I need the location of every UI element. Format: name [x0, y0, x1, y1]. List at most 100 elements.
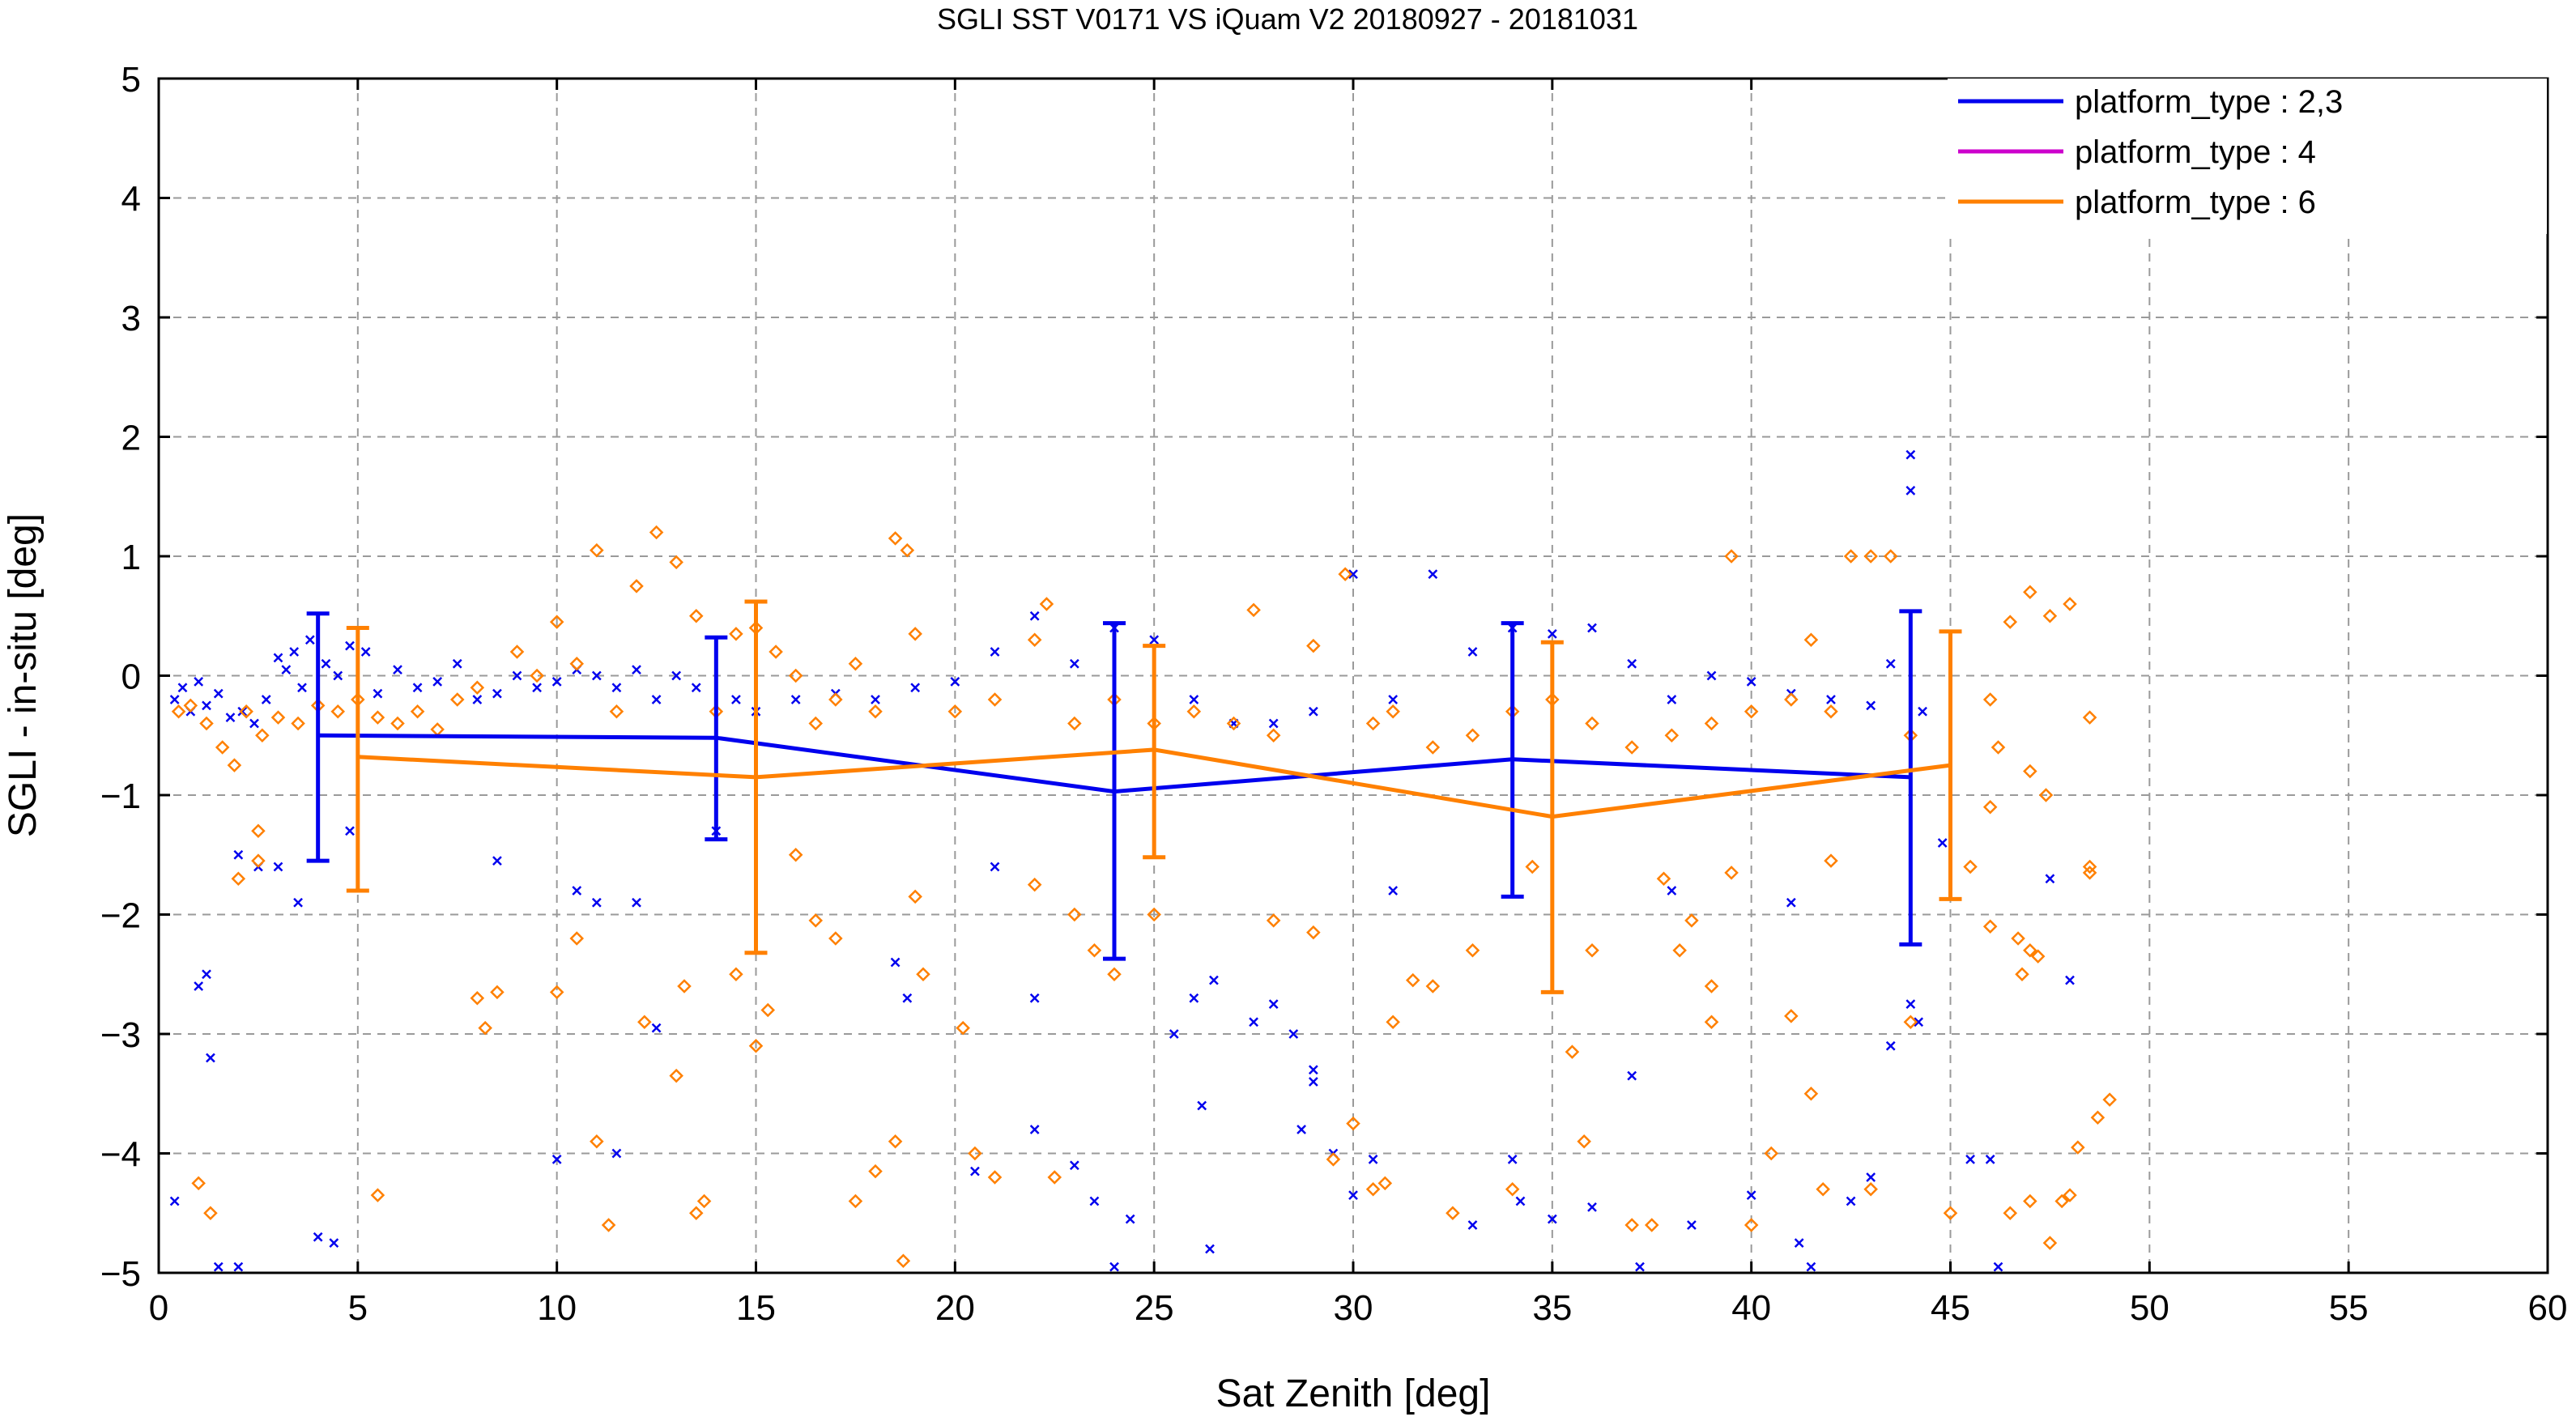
y-tick-label: 0 [121, 657, 141, 697]
data-point-x-marker [194, 676, 204, 687]
data-point-diamond-marker [1803, 632, 1819, 648]
data-point-x-marker [1627, 658, 1637, 669]
data-point-diamond-marker [291, 716, 305, 731]
data-point-x-marker [1885, 658, 1896, 669]
data-point-x-marker [329, 1238, 339, 1249]
data-point-diamond-marker [1226, 716, 1241, 731]
data-point-x-marker [393, 665, 402, 675]
x-tick-label: 25 [1135, 1288, 1174, 1328]
data-point-x-marker [1547, 628, 1557, 639]
data-point-x-marker [169, 1196, 180, 1206]
data-point-diamond-marker [199, 716, 214, 731]
data-point-x-marker [632, 665, 641, 675]
data-point-diamond-marker [1186, 704, 1202, 719]
data-point-x-marker [1308, 706, 1318, 717]
data-point-diamond-marker [1982, 919, 1998, 934]
data-point-x-marker [611, 683, 622, 693]
data-point-x-marker [512, 670, 522, 681]
data-point-x-marker [551, 676, 562, 687]
data-point-x-marker [289, 647, 300, 657]
y-tick-label: 3 [121, 299, 141, 338]
data-point-x-marker [194, 981, 204, 991]
data-point-diamond-marker [1704, 1015, 1719, 1030]
data-point-diamond-marker [1465, 728, 1480, 743]
data-point-x-marker [1467, 647, 1478, 657]
data-point-x-marker [1197, 1100, 1207, 1111]
data-point-x-marker [233, 849, 244, 860]
data-point-diamond-marker [1338, 567, 1352, 581]
y-tick-label: −3 [100, 1015, 141, 1055]
data-point-diamond-marker [1027, 877, 1042, 892]
data-point-x-marker [890, 957, 901, 968]
data-point-diamond-marker [2054, 1193, 2069, 1209]
data-point-diamond-marker [987, 692, 1003, 707]
data-point-diamond-marker [449, 692, 465, 707]
data-point-x-marker [1388, 886, 1399, 896]
data-point-x-marker [412, 683, 423, 693]
data-point-x-marker [1249, 1017, 1258, 1027]
data-point-x-marker [1866, 700, 1876, 711]
data-point-x-marker [1905, 485, 1916, 496]
data-point-diamond-marker [1824, 853, 1838, 868]
data-point-x-marker [1205, 1244, 1215, 1254]
data-point-x-marker [1918, 706, 1927, 717]
data-point-x-marker [1209, 975, 1219, 985]
data-point-x-marker [249, 718, 259, 729]
data-point-x-marker [1029, 1125, 1040, 1134]
data-point-diamond-marker [191, 1176, 206, 1191]
data-point-diamond-marker [2082, 710, 2097, 725]
data-point-diamond-marker [390, 716, 405, 731]
data-point-x-marker [2065, 975, 2075, 985]
data-point-diamond-marker [1744, 1218, 1759, 1232]
data-point-x-marker [1297, 1125, 1306, 1134]
data-point-diamond-marker [2023, 585, 2037, 600]
data-point-diamond-marker [729, 967, 743, 982]
data-point-x-marker [313, 1232, 323, 1242]
data-point-diamond-marker [370, 1188, 385, 1202]
data-point-x-marker [1746, 676, 1756, 687]
data-point-diamond-marker [2082, 866, 2097, 880]
data-point-diamond-marker [868, 1164, 883, 1179]
data-point-diamond-marker [2090, 1110, 2106, 1125]
data-point-diamond-marker [1704, 716, 1719, 731]
data-point-x-marker [452, 658, 462, 669]
data-point-diamond-marker [1027, 632, 1042, 648]
x-tick-label: 20 [935, 1288, 975, 1328]
x-tick-label: 55 [2329, 1288, 2369, 1328]
data-point-x-marker [910, 683, 921, 693]
data-point-diamond-marker [330, 704, 346, 719]
data-point-diamond-marker [1672, 942, 1687, 958]
data-point-x-marker [651, 695, 662, 704]
grid-layer [159, 79, 2548, 1273]
data-point-diamond-marker [590, 1134, 604, 1149]
data-point-diamond-marker [590, 542, 604, 558]
data-point-x-marker [237, 706, 248, 717]
data-point-diamond-marker [1365, 716, 1381, 731]
data-point-diamond-marker [1039, 597, 1054, 611]
data-point-diamond-marker [1577, 1134, 1591, 1149]
data-point-diamond-marker [669, 555, 683, 570]
data-point-diamond-marker [828, 931, 843, 946]
data-point-x-marker [1109, 1261, 1119, 1272]
data-point-diamond-marker [888, 531, 903, 546]
data-point-x-marker [1149, 635, 1160, 645]
data-point-diamond-marker [956, 1020, 970, 1036]
data-point-x-marker [273, 862, 283, 872]
data-point-diamond-marker [2063, 597, 2077, 611]
y-tick-label: −1 [100, 776, 141, 816]
data-point-x-marker [1786, 897, 1796, 908]
data-point-diamond-marker [1991, 740, 2006, 755]
data-point-diamond-marker [1843, 549, 1859, 564]
data-point-diamond-marker [410, 704, 425, 719]
x-axis-label: Sat Zenith [deg] [1216, 1372, 1491, 1415]
data-point-diamond-marker [1087, 942, 1102, 958]
data-point-diamond-marker [1803, 1086, 1819, 1101]
data-point-diamond-marker [1644, 1218, 1659, 1232]
data-point-diamond-marker [1724, 866, 1739, 880]
data-point-x-marker [360, 647, 371, 657]
y-tick-label: −4 [100, 1135, 141, 1175]
data-point-diamond-marker [729, 627, 743, 641]
data-point-x-marker [1467, 1220, 1478, 1230]
data-point-diamond-marker [1425, 740, 1441, 755]
data-point-diamond-marker [2003, 615, 2018, 629]
